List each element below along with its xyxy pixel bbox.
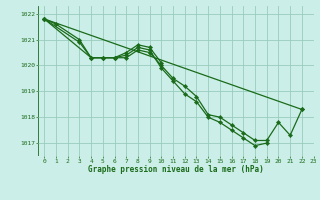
X-axis label: Graphe pression niveau de la mer (hPa): Graphe pression niveau de la mer (hPa) bbox=[88, 165, 264, 174]
